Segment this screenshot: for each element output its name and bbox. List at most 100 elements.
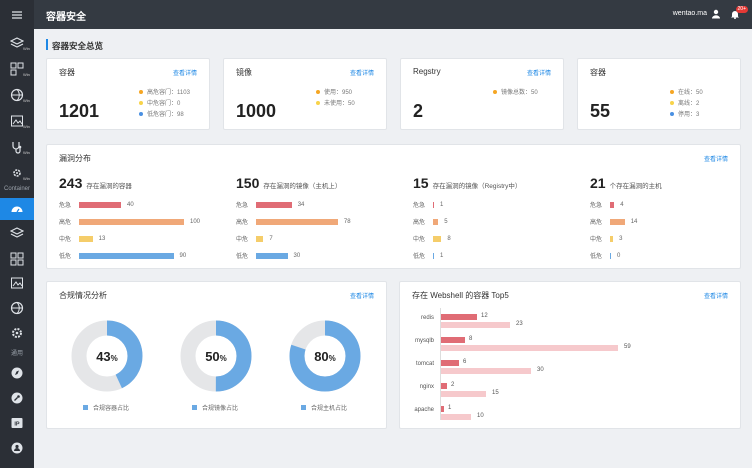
legend-square xyxy=(83,405,88,410)
summary-card-link[interactable]: 查看详情 xyxy=(526,71,551,77)
legend-label: 在线：50 xyxy=(678,90,703,96)
vuln-level-label: 中危 xyxy=(59,237,72,243)
vuln-value: 4 xyxy=(620,201,624,208)
win-badge: Win xyxy=(23,72,30,77)
compliance-donut xyxy=(289,320,361,392)
summary-card-title: Regstry xyxy=(413,67,441,76)
menu-toggle-icon[interactable] xyxy=(0,4,34,26)
webshell-value-secondary: 30 xyxy=(537,367,544,373)
sidebar-item-key[interactable] xyxy=(0,387,34,409)
webshell-card: 存在 Webshell 的容器 Top5 查看详情 redis 12 23 mysql… xyxy=(399,281,741,429)
webshell-name: redis xyxy=(420,315,434,321)
sidebar-item-ip[interactable]: IP xyxy=(0,412,34,434)
legend-dot xyxy=(670,100,674,105)
webshell-value-primary: 8 xyxy=(469,336,473,342)
sidebar-item-image[interactable] xyxy=(0,272,34,294)
webshell-name: mysqlb xyxy=(414,338,434,344)
vuln-row: 中危 7 xyxy=(236,234,273,243)
user-name[interactable]: wentao.ma xyxy=(672,10,707,17)
webshell-bar-primary xyxy=(441,337,465,343)
sidebar-item-layers[interactable] xyxy=(0,222,34,244)
sidebar-item-grid[interactable] xyxy=(0,248,34,270)
grid-icon xyxy=(10,62,24,76)
sidebar-item-grid-win[interactable]: Win xyxy=(0,58,34,80)
sidebar-section-container: Container xyxy=(3,186,30,192)
vuln-value: 8 xyxy=(447,235,451,242)
webshell-detail-link[interactable]: 查看详情 xyxy=(703,294,728,300)
sidebar-item-settings-win[interactable]: Win xyxy=(0,162,34,184)
sidebar-item-globe[interactable] xyxy=(0,297,34,319)
webshell-bar-primary xyxy=(441,360,459,366)
image-icon xyxy=(11,277,23,289)
dashboard-icon xyxy=(11,206,23,213)
vuln-value: 78 xyxy=(343,218,351,225)
vuln-row: 低危 0 xyxy=(590,251,620,260)
legend-dot xyxy=(139,89,143,94)
vuln-level-label: 低危 xyxy=(590,254,603,260)
compliance-detail-link[interactable]: 查看详情 xyxy=(349,294,374,300)
webshell-bar-secondary xyxy=(441,391,486,397)
vuln-detail-link[interactable]: 查看详情 xyxy=(703,157,728,163)
donut-legend-label: 合规镜像占比 xyxy=(202,406,239,412)
summary-card-link[interactable]: 查看详情 xyxy=(172,71,197,77)
summary-card: 镜像 查看详情 1000 使用：950 未使用：50 xyxy=(223,58,387,130)
vuln-text: 个存在漏洞的主机 xyxy=(609,183,662,190)
layers-icon xyxy=(10,37,24,48)
summary-card: 容器 55 在线：50 离线：2 停用：3 xyxy=(577,58,741,130)
vuln-row: 高危 5 xyxy=(413,217,448,226)
summary-card: 容器 查看详情 1201 高危容门：1103 中危容门：0 低危容门：98 xyxy=(46,58,210,130)
win-badge: Win xyxy=(23,124,30,129)
top-bar: 容器安全 wentao.ma 20+ xyxy=(34,0,752,29)
donut-legend: 合规镜像占比 xyxy=(192,403,238,412)
vuln-level-label: 高危 xyxy=(59,220,72,226)
vuln-level-label: 中危 xyxy=(236,237,249,243)
sidebar-item-user-shield[interactable] xyxy=(0,437,34,459)
sidebar-item-settings[interactable] xyxy=(0,322,34,344)
user-icon[interactable] xyxy=(711,9,721,19)
sidebar-item-image-win[interactable]: Win xyxy=(0,110,34,132)
vuln-level-label: 危急 xyxy=(413,203,426,209)
vuln-value: 7 xyxy=(269,235,273,242)
summary-card-title: 容器 xyxy=(590,68,606,77)
gears-icon xyxy=(13,169,21,177)
webshell-bar-secondary xyxy=(441,345,618,351)
webshell-value-secondary: 59 xyxy=(624,344,631,350)
vuln-value: 100 xyxy=(190,218,201,225)
sidebar-item-globe-win[interactable]: Win xyxy=(0,84,34,106)
vuln-row: 危急 4 xyxy=(590,200,624,209)
vuln-row: 中危 3 xyxy=(590,234,622,243)
summary-legend-item: 中危容门：0 xyxy=(139,98,180,107)
donut-fill xyxy=(71,320,143,392)
vuln-count: 15 xyxy=(413,175,429,191)
donut-number: 50 xyxy=(205,349,220,364)
sidebar-item-dashboard[interactable] xyxy=(0,198,34,220)
sidebar: Win Win Win Win Win Win Container 通用 xyxy=(0,0,34,468)
vuln-level-label: 中危 xyxy=(413,237,426,243)
vuln-bar xyxy=(433,235,442,242)
donut-legend-label: 合规主机占比 xyxy=(311,406,348,412)
donut-legend-label: 合规容器占比 xyxy=(93,406,130,412)
vuln-stat: 21 个存在漏洞的主机 xyxy=(590,175,662,193)
summary-card-title: 容器 xyxy=(59,68,75,77)
vuln-bar xyxy=(79,252,174,259)
vuln-bar xyxy=(433,201,435,208)
compliance-card: 合规情况分析 查看详情 43% 合规容器占比 50% 合规镜像占比 80% 合规主机占比 xyxy=(46,281,387,429)
vuln-bar xyxy=(256,218,338,225)
donut-unit: % xyxy=(328,354,336,363)
sidebar-item-layers-win[interactable]: Win xyxy=(0,32,34,54)
compliance-donut xyxy=(180,320,252,392)
sidebar-item-stethoscope-win[interactable]: Win xyxy=(0,136,34,158)
vuln-bar xyxy=(433,218,439,225)
webshell-value-primary: 6 xyxy=(463,359,467,365)
vuln-bar xyxy=(433,252,435,259)
svg-text:IP: IP xyxy=(14,422,20,428)
legend-label: 停用：3 xyxy=(678,112,700,118)
title-accent xyxy=(46,39,48,50)
summary-card-link[interactable]: 查看详情 xyxy=(349,71,374,77)
donut-legend: 合规容器占比 xyxy=(83,403,129,412)
legend-dot xyxy=(316,89,320,94)
win-badge: Win xyxy=(23,98,30,103)
legend-dot xyxy=(670,111,674,116)
sidebar-item-compass[interactable] xyxy=(0,362,34,384)
vuln-row: 危急 34 xyxy=(236,200,304,209)
